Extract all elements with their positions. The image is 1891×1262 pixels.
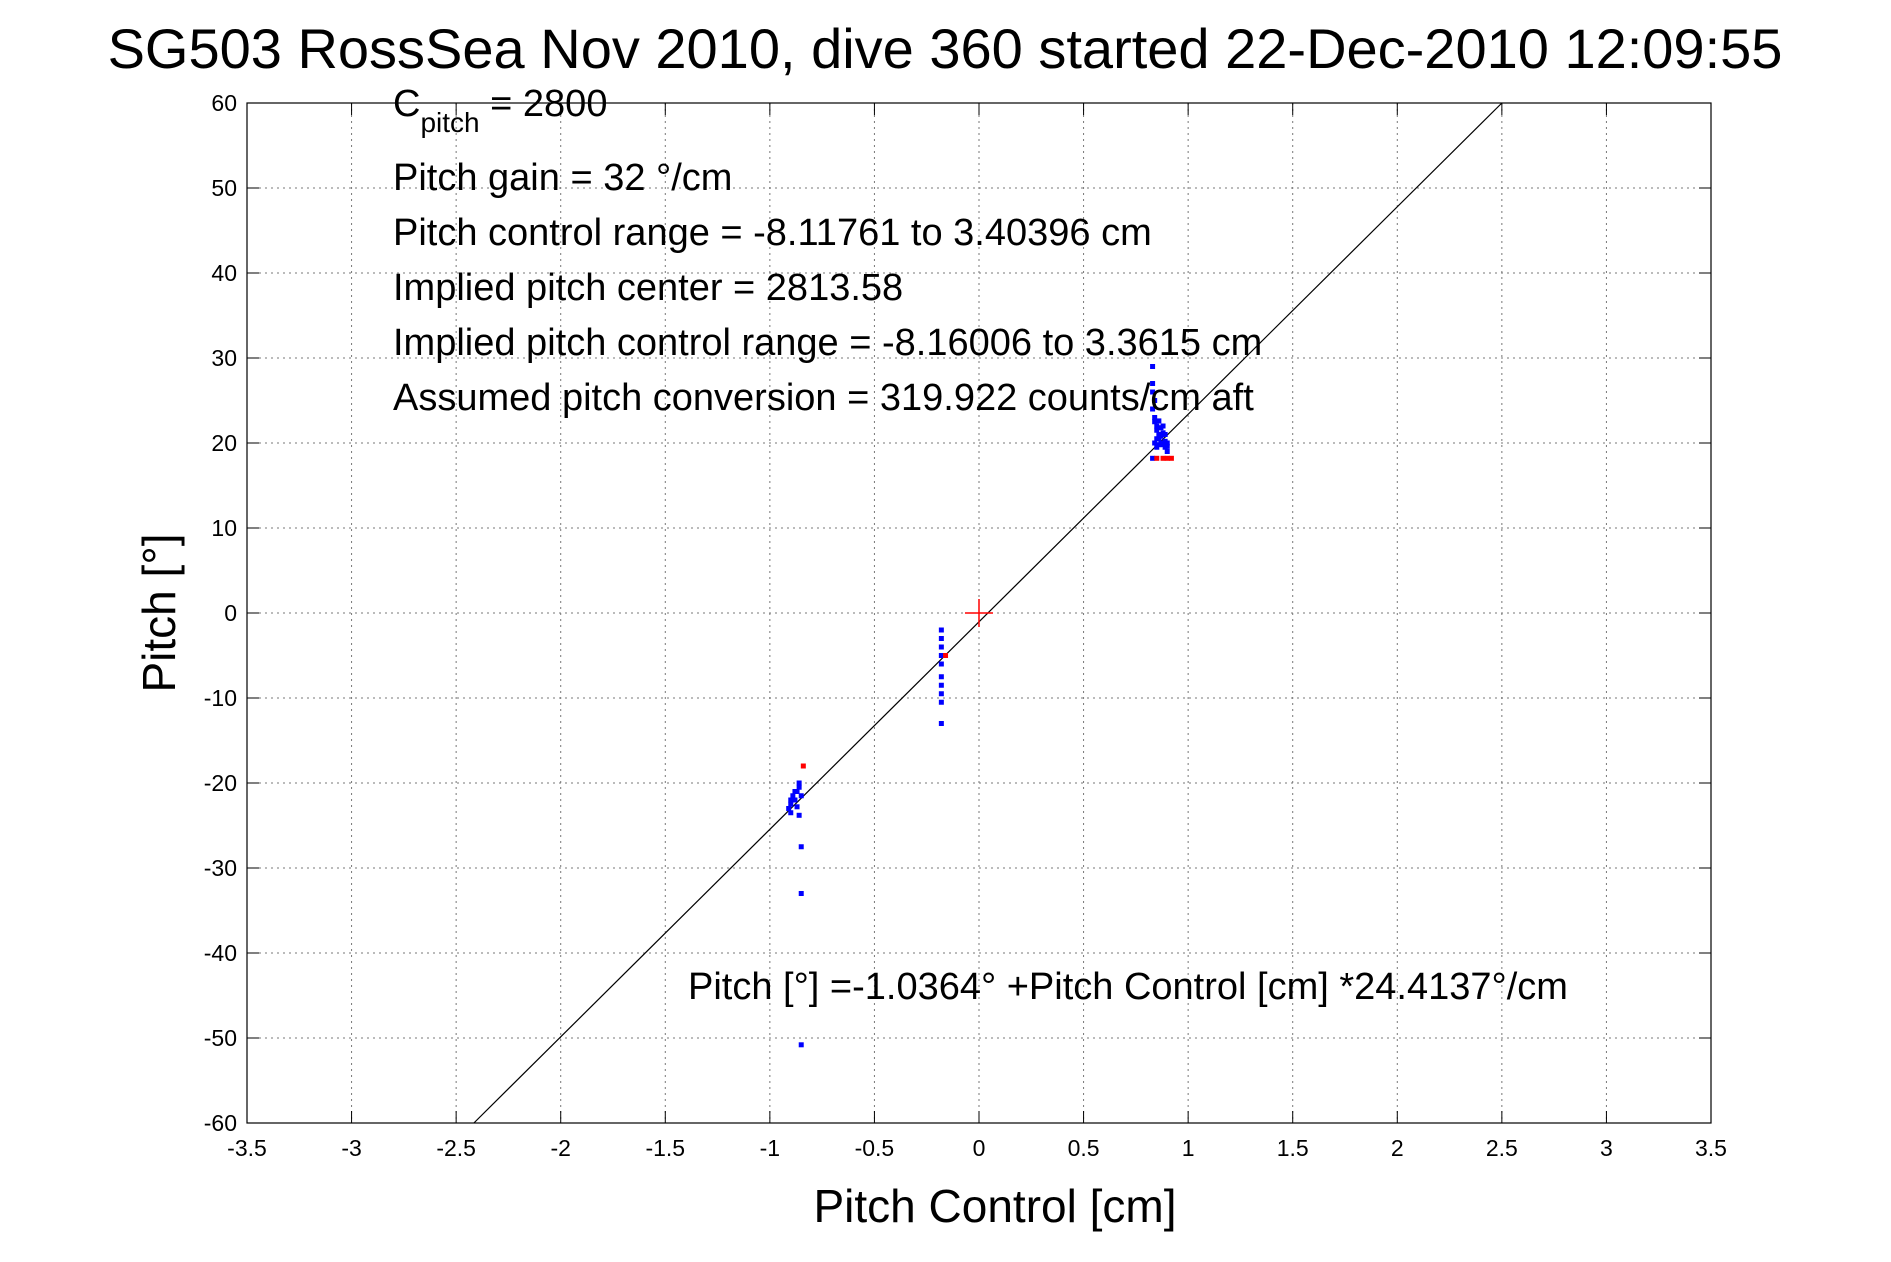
x-tick-label: -2 xyxy=(550,1135,570,1161)
x-tick-label: -1 xyxy=(760,1135,780,1161)
blue-data-point xyxy=(798,793,804,799)
x-tick-label: 1 xyxy=(1182,1135,1195,1161)
chart-title: SG503 RossSea Nov 2010, dive 360 started… xyxy=(108,17,1783,80)
blue-data-point xyxy=(798,891,804,896)
red-data-point xyxy=(1164,455,1170,461)
blue-data-point xyxy=(1152,398,1158,403)
blue-data-point xyxy=(1156,442,1162,448)
y-tick-label: 10 xyxy=(211,515,237,541)
blue-data-point xyxy=(1154,423,1160,429)
red-data-point xyxy=(1154,455,1160,461)
blue-data-point xyxy=(788,801,794,807)
c-pitch-subscript: pitch xyxy=(420,107,479,138)
blue-data-point xyxy=(938,644,944,650)
blue-data-point xyxy=(1156,418,1162,424)
c-pitch-main: C xyxy=(393,83,420,125)
annotation-pitch-gain: Pitch gain = 32 °/cm xyxy=(393,157,732,199)
blue-data-point xyxy=(798,844,804,850)
blue-data-point xyxy=(1154,436,1160,442)
red-data-point xyxy=(1160,455,1166,461)
red-data-point xyxy=(800,763,806,769)
y-tick-label: -50 xyxy=(204,1025,237,1051)
y-tick-label: -10 xyxy=(204,685,237,711)
blue-data-point xyxy=(938,682,944,688)
y-tick-label: -30 xyxy=(204,855,237,881)
blue-data-point xyxy=(798,1042,804,1048)
blue-data-point xyxy=(1152,419,1158,425)
y-tick-label: 20 xyxy=(211,430,237,456)
x-tick-label: 2.5 xyxy=(1486,1135,1518,1161)
blue-data-point xyxy=(1160,442,1166,448)
blue-data-point xyxy=(794,789,800,794)
blue-data-point xyxy=(796,812,802,818)
blue-data-point xyxy=(938,721,944,726)
blue-data-point xyxy=(938,653,944,658)
y-tick-label: -60 xyxy=(204,1110,237,1136)
blue-data-point xyxy=(1152,440,1158,446)
blue-data-point xyxy=(1150,389,1156,395)
blue-data-point xyxy=(938,661,944,667)
y-tick-label: 60 xyxy=(211,90,237,116)
annotation-implied-pitch-center: Implied pitch center = 2813.58 xyxy=(393,267,903,309)
x-tick-label: -1.5 xyxy=(645,1135,685,1161)
blue-data-point xyxy=(938,636,944,641)
blue-data-point xyxy=(1164,449,1170,454)
x-tick-label: 2 xyxy=(1391,1135,1404,1161)
y-tick-label: 30 xyxy=(211,345,237,371)
x-tick-label: 3.5 xyxy=(1695,1135,1727,1161)
y-tick-label: -40 xyxy=(204,940,237,966)
y-tick-label: 50 xyxy=(211,175,237,201)
blue-data-point xyxy=(788,797,794,803)
x-axis-label: Pitch Control [cm] xyxy=(814,1180,1177,1232)
blue-data-point xyxy=(1162,432,1168,437)
x-tick-label: -0.5 xyxy=(855,1135,895,1161)
x-tick-label: -3.5 xyxy=(227,1135,267,1161)
x-tick-label: -3 xyxy=(341,1135,361,1161)
red-data-point xyxy=(1168,455,1174,461)
blue-data-point xyxy=(786,806,792,811)
blue-data-point xyxy=(1150,381,1156,386)
red-data-point xyxy=(943,653,949,658)
x-tick-label: 0.5 xyxy=(1068,1135,1100,1161)
annotation-pitch-control-range: Pitch control range = -8.11761 to 3.4039… xyxy=(393,212,1152,254)
blue-data-point xyxy=(938,691,944,697)
x-axis-ticks: -3.5 -3 -2.5 -2 -1.5 -1 -0.5 0 0.5 1 1.5 2 2.5 3 3.5 xyxy=(227,103,1727,1161)
y-tick-label: 0 xyxy=(224,600,237,626)
blue-data-point xyxy=(1150,364,1156,369)
blue-data-point xyxy=(790,793,796,799)
annotation-assumed-pitch-conversion: Assumed pitch conversion = 319.922 count… xyxy=(393,377,1254,419)
blue-data-point xyxy=(1158,425,1164,431)
data-points xyxy=(786,364,1174,1048)
fit-equation-annotation: Pitch [°] =-1.0364° +Pitch Control [cm] … xyxy=(688,966,1568,1008)
blue-data-point xyxy=(796,780,802,786)
blue-data-point xyxy=(1158,433,1164,439)
blue-data-point xyxy=(1164,443,1170,449)
y-axis-label: Pitch [°] xyxy=(133,533,185,692)
c-pitch-value: = 2800 xyxy=(480,83,608,125)
c-pitch-annotation: Cpitch = 2800 xyxy=(393,83,607,138)
x-tick-label: 3 xyxy=(1600,1135,1613,1161)
annotation-implied-pitch-control-range: Implied pitch control range = -8.16006 t… xyxy=(393,322,1262,364)
y-tick-label: -20 xyxy=(204,770,237,796)
blue-data-point xyxy=(794,804,800,810)
blue-data-point xyxy=(788,810,794,816)
blue-data-point xyxy=(938,627,944,633)
blue-data-point xyxy=(1150,455,1156,461)
blue-data-point xyxy=(1154,427,1160,433)
x-tick-label: -2.5 xyxy=(436,1135,476,1161)
blue-data-point xyxy=(1164,440,1170,446)
y-tick-label: 40 xyxy=(211,260,237,286)
blue-data-point xyxy=(792,797,798,803)
blue-data-point xyxy=(796,784,802,790)
x-tick-label: 0 xyxy=(973,1135,986,1161)
blue-data-point xyxy=(1152,415,1158,420)
x-tick-label: 1.5 xyxy=(1277,1135,1309,1161)
blue-data-point xyxy=(938,699,944,705)
y-axis-ticks: -60 -50 -40 -30 -20 -10 0 10 20 30 40 50 60 xyxy=(204,90,1711,1136)
blue-data-point xyxy=(1150,406,1156,412)
blue-data-point xyxy=(938,674,944,680)
blue-data-point xyxy=(1154,444,1160,450)
center-marker-group xyxy=(965,599,993,627)
